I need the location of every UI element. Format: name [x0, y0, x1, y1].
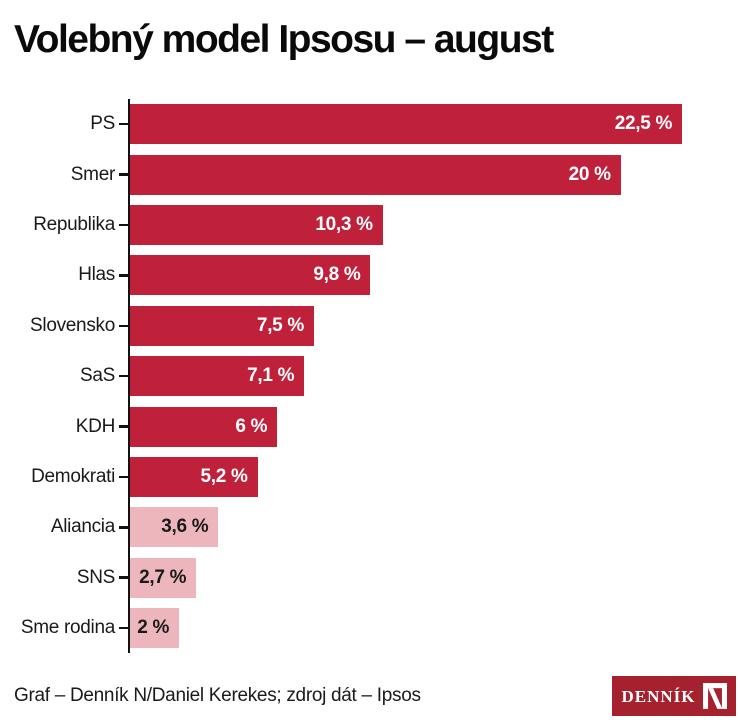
axis-tick — [119, 122, 128, 126]
row-plot-area: 9,8 % — [128, 250, 738, 301]
bar-value-label: 6 % — [235, 415, 268, 437]
axis-tick — [119, 576, 128, 579]
row-plot-area: 20 % — [128, 149, 738, 200]
bar-value-label: 20 % — [568, 163, 611, 185]
row-gutter: Smer — [0, 149, 128, 199]
category-label: Republika — [33, 213, 115, 235]
chart-row: Republika 10,3 % — [0, 199, 738, 251]
category-label: SNS — [76, 566, 115, 588]
row-plot-area: 2,7 % — [128, 552, 738, 603]
row-plot-area: 6 % — [128, 401, 738, 452]
axis-tick — [119, 374, 128, 378]
chart-row: KDH 6 % — [0, 401, 738, 452]
bar-value-label: 5,2 % — [200, 465, 248, 487]
bar: 2,7 % — [130, 557, 197, 598]
bar-value-label: 2,7 % — [139, 566, 187, 588]
row-gutter: Sme rodina — [0, 603, 128, 653]
axis-tick — [119, 173, 128, 176]
row-plot-area: 7,1 % — [128, 350, 738, 402]
row-plot-area: 10,3 % — [128, 199, 738, 251]
bar-value-label: 2 % — [137, 617, 170, 639]
row-plot-area: 5,2 % — [128, 451, 738, 503]
bar-value-label: 9,8 % — [313, 264, 361, 286]
chart-row: PS 22,5 % — [0, 99, 738, 150]
chart-credit: Graf – Denník N/Daniel Kerekes; zdroj dá… — [14, 685, 421, 706]
chart-row: SaS 7,1 % — [0, 350, 738, 402]
dennik-n-logo: DENNÍK — [612, 676, 736, 716]
row-gutter: Hlas — [0, 250, 128, 300]
dennik-n-icon — [702, 683, 727, 709]
axis-tick — [119, 274, 128, 277]
category-label: Aliancia — [50, 516, 115, 538]
axis-tick — [119, 526, 128, 529]
axis-tick — [119, 626, 128, 630]
row-gutter: KDH — [0, 401, 128, 451]
category-label: Smer — [70, 163, 116, 185]
bar-chart: PS 22,5 % Smer 20 % Republika 10,3 % — [0, 99, 738, 654]
row-plot-area: 2 % — [128, 602, 738, 654]
row-gutter: Republika — [0, 200, 128, 250]
logo-wordmark: DENNÍK — [621, 687, 696, 706]
chart-row: Hlas 9,8 % — [0, 250, 738, 301]
row-gutter: Slovensko — [0, 301, 128, 351]
row-plot-area: 7,5 % — [128, 300, 738, 351]
bar: 6 % — [130, 406, 278, 447]
bar: 20 % — [130, 154, 621, 195]
category-label: PS — [90, 113, 115, 135]
bar-value-label: 10,3 % — [315, 213, 373, 235]
chart-row: Slovensko 7,5 % — [0, 300, 738, 351]
row-gutter: SNS — [0, 553, 128, 603]
axis-tick — [119, 425, 128, 428]
chart-row: Sme rodina 2 % — [0, 602, 738, 654]
row-plot-area: 22,5 % — [128, 99, 738, 150]
row-gutter: Demokrati — [0, 452, 128, 502]
row-gutter: Aliancia — [0, 502, 128, 552]
bar: 7,5 % — [130, 305, 315, 346]
category-label: Slovensko — [30, 314, 115, 336]
row-gutter: PS — [0, 99, 128, 149]
category-label: SaS — [79, 365, 115, 387]
bar-rows: PS 22,5 % Smer 20 % Republika 10,3 % — [0, 99, 738, 654]
bar-value-label: 3,6 % — [161, 516, 209, 538]
bar-value-label: 7,5 % — [256, 314, 305, 336]
bar: 9,8 % — [130, 255, 371, 296]
category-label: KDH — [75, 415, 116, 437]
page-title: Volebný model Ipsosu – august — [14, 18, 554, 61]
category-label: Demokrati — [31, 465, 115, 487]
axis-tick — [119, 475, 128, 479]
bar: 10,3 % — [130, 204, 383, 245]
chart-row: Aliancia 3,6 % — [0, 502, 738, 553]
footer: Graf – Denník N/Daniel Kerekes; zdroj dá… — [0, 676, 738, 716]
bar: 2 % — [130, 608, 180, 649]
axis-tick — [119, 223, 128, 227]
chart-row: Demokrati 5,2 % — [0, 451, 738, 503]
chart-row: SNS 2,7 % — [0, 552, 738, 603]
chart-row: Smer 20 % — [0, 149, 738, 200]
category-label: Hlas — [78, 264, 115, 286]
bar-value-label: 7,1 % — [247, 365, 295, 387]
bar-value-label: 22,5 % — [614, 113, 673, 135]
row-gutter: SaS — [0, 351, 128, 401]
bar: 22,5 % — [130, 104, 683, 145]
axis-tick — [119, 324, 128, 327]
row-plot-area: 3,6 % — [128, 502, 738, 553]
bar: 7,1 % — [130, 356, 305, 397]
bar: 5,2 % — [130, 456, 258, 497]
category-label: Sme rodina — [20, 617, 115, 639]
bar: 3,6 % — [130, 507, 219, 548]
